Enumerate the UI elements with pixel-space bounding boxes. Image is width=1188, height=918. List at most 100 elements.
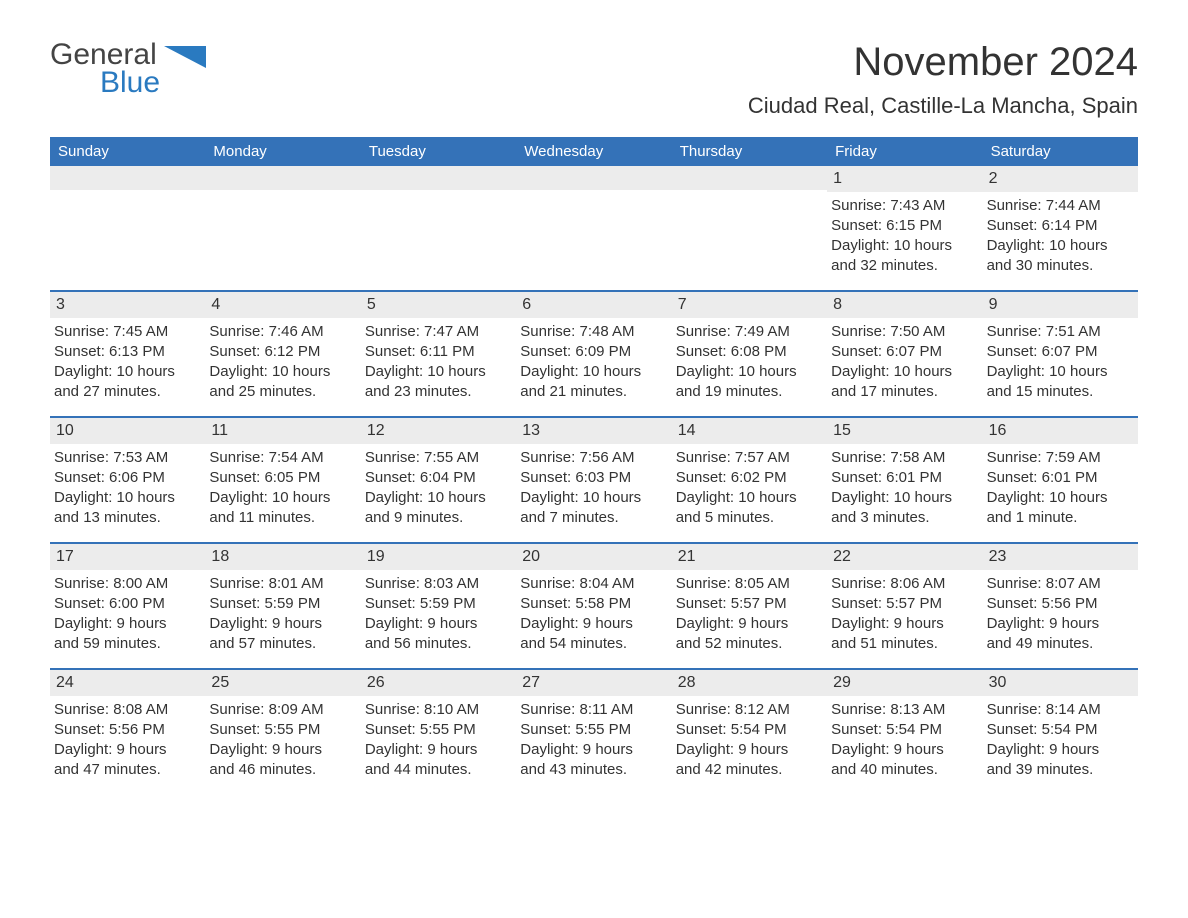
day-number: 19 xyxy=(361,544,516,570)
day-cell: 9 Sunrise: 7:51 AMSunset: 6:07 PMDaylight… xyxy=(983,292,1138,416)
day-number: 9 xyxy=(983,292,1138,318)
daylight1-text: Daylight: 9 hours xyxy=(50,740,199,760)
week-row: 24Sunrise: 8:08 AMSunset: 5:56 PMDayligh… xyxy=(50,668,1138,794)
day-number xyxy=(516,166,671,190)
sunset-text: Sunset: 6:07 PM xyxy=(983,342,1132,362)
daylight2-text: and 17 minutes. xyxy=(827,382,976,402)
day-header: Friday xyxy=(827,137,982,166)
sunrise-text: Sunrise: 7:45 AM xyxy=(50,322,199,342)
day-number: 30 xyxy=(983,670,1138,696)
day-cell: 18Sunrise: 8:01 AMSunset: 5:59 PMDayligh… xyxy=(205,544,360,668)
day-number: 26 xyxy=(361,670,516,696)
day-cell xyxy=(205,166,360,290)
sunset-text: Sunset: 6:01 PM xyxy=(827,468,976,488)
day-number: 13 xyxy=(516,418,671,444)
daylight2-text: and 3 minutes. xyxy=(827,508,976,528)
day-cell: 22Sunrise: 8:06 AMSunset: 5:57 PMDayligh… xyxy=(827,544,982,668)
day-cell: 7Sunrise: 7:49 AMSunset: 6:08 PMDaylight… xyxy=(672,292,827,416)
daylight2-text: and 42 minutes. xyxy=(672,760,821,780)
header: General Blue November 2024 Ciudad Real, … xyxy=(50,40,1138,119)
day-number xyxy=(205,166,360,190)
sunset-text: Sunset: 6:13 PM xyxy=(50,342,199,362)
day-cell: 26Sunrise: 8:10 AMSunset: 5:55 PMDayligh… xyxy=(361,670,516,794)
day-cell: 2Sunrise: 7:44 AMSunset: 6:14 PMDaylight… xyxy=(983,166,1138,290)
weeks-container: 1Sunrise: 7:43 AMSunset: 6:15 PMDaylight… xyxy=(50,166,1138,794)
daylight1-text: Daylight: 9 hours xyxy=(827,614,976,634)
daylight1-text: Daylight: 9 hours xyxy=(205,740,354,760)
sunrise-text: Sunrise: 7:57 AM xyxy=(672,448,821,468)
day-cell: 3Sunrise: 7:45 AMSunset: 6:13 PMDaylight… xyxy=(50,292,205,416)
day-number xyxy=(50,166,205,190)
week-row: 3 Sunrise: 7:45 AMSunset: 6:13 PM Daylight… xyxy=(50,290,1138,416)
daylight1-text: Daylight: 9 hours xyxy=(672,740,821,760)
day-number xyxy=(361,166,516,190)
sunrise-text: Sunrise: 7:46 AM xyxy=(205,322,354,342)
daylight2-text: and 47 minutes. xyxy=(50,760,199,780)
day-number: 8 xyxy=(827,292,982,318)
sunrise-text: Sunrise: 7:54 AM xyxy=(205,448,354,468)
day-number: 3 xyxy=(50,292,205,318)
sunset-text: Sunset: 6:04 PM xyxy=(361,468,510,488)
logo-triangle-icon xyxy=(164,46,206,73)
daylight1-text: Daylight: 9 hours xyxy=(50,614,199,634)
sunset-text: Sunset: 5:56 PM xyxy=(983,594,1132,614)
sunrise-text: Sunrise: 8:09 AM xyxy=(205,700,354,720)
day-cell: 19Sunrise: 8:03 AMSunset: 5:59 PMDayligh… xyxy=(361,544,516,668)
day-number: 27 xyxy=(516,670,671,696)
sunset-text: Sunset: 6:05 PM xyxy=(205,468,354,488)
sunset-text: Sunset: 6:02 PM xyxy=(672,468,821,488)
day-number: 25 xyxy=(205,670,360,696)
sunrise-text: Sunrise: 8:03 AM xyxy=(361,574,510,594)
day-number: 15 xyxy=(827,418,982,444)
daylight1-text: Daylight: 10 hours xyxy=(516,362,665,382)
sunrise-text: Sunrise: 8:11 AM xyxy=(516,700,665,720)
day-number: 2 xyxy=(983,166,1138,192)
daylight2-text: and 23 minutes. xyxy=(361,382,510,402)
sunset-text: Sunset: 6:11 PM xyxy=(361,342,510,362)
daylight2-text: and 43 minutes. xyxy=(516,760,665,780)
day-number: 21 xyxy=(672,544,827,570)
day-number: 17 xyxy=(50,544,205,570)
daylight1-text: Daylight: 9 hours xyxy=(205,614,354,634)
day-number: 1 xyxy=(827,166,982,192)
sunset-text: Sunset: 6:14 PM xyxy=(983,216,1132,236)
sunrise-text: Sunrise: 8:10 AM xyxy=(361,700,510,720)
title-block: November 2024 Ciudad Real, Castille-La M… xyxy=(748,40,1138,119)
daylight2-text: and 54 minutes. xyxy=(516,634,665,654)
daylight2-text: and 9 minutes. xyxy=(361,508,510,528)
day-cell: 23Sunrise: 8:07 AMSunset: 5:56 PMDayligh… xyxy=(983,544,1138,668)
daylight1-text: Daylight: 10 hours xyxy=(983,488,1132,508)
sunset-text: Sunset: 5:54 PM xyxy=(672,720,821,740)
day-header: Monday xyxy=(205,137,360,166)
day-header: Tuesday xyxy=(361,137,516,166)
daylight1-text: Daylight: 10 hours xyxy=(50,488,199,508)
sunset-text: Sunset: 5:56 PM xyxy=(50,720,199,740)
sunset-text: Sunset: 5:59 PM xyxy=(361,594,510,614)
sunset-text: Sunset: 5:59 PM xyxy=(205,594,354,614)
daylight1-text: Daylight: 10 hours xyxy=(361,488,510,508)
day-number: 7 xyxy=(672,292,827,318)
daylight1-text: Daylight: 10 hours xyxy=(983,362,1132,382)
sunrise-text: Sunrise: 7:56 AM xyxy=(516,448,665,468)
sunset-text: Sunset: 6:01 PM xyxy=(983,468,1132,488)
day-number: 12 xyxy=(361,418,516,444)
daylight1-text: Daylight: 10 hours xyxy=(516,488,665,508)
day-number: 29 xyxy=(827,670,982,696)
day-cell xyxy=(361,166,516,290)
day-header: Thursday xyxy=(672,137,827,166)
sunrise-text: Sunrise: 7:51 AM xyxy=(983,322,1132,342)
sunset-text: Sunset: 5:55 PM xyxy=(516,720,665,740)
daylight2-text: and 44 minutes. xyxy=(361,760,510,780)
day-cell: 24Sunrise: 8:08 AMSunset: 5:56 PMDayligh… xyxy=(50,670,205,794)
daylight1-text: Daylight: 10 hours xyxy=(827,236,976,256)
daylight2-text: and 56 minutes. xyxy=(361,634,510,654)
daylight2-text: and 25 minutes. xyxy=(205,382,354,402)
day-cell xyxy=(672,166,827,290)
sunset-text: Sunset: 6:06 PM xyxy=(50,468,199,488)
day-cell: 16Sunrise: 7:59 AMSunset: 6:01 PMDayligh… xyxy=(983,418,1138,542)
day-number: 14 xyxy=(672,418,827,444)
daylight1-text: Daylight: 9 hours xyxy=(983,740,1132,760)
day-cell: 11Sunrise: 7:54 AMSunset: 6:05 PMDayligh… xyxy=(205,418,360,542)
day-number: 20 xyxy=(516,544,671,570)
day-number: 18 xyxy=(205,544,360,570)
